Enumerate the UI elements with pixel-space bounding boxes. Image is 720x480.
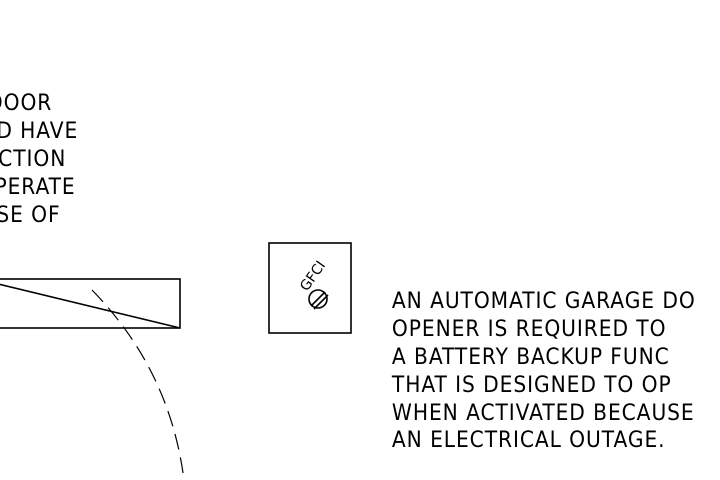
right-note-line: WHEN ACTIVATED BECAUSE <box>392 399 695 425</box>
left-note-line: CTION <box>0 145 66 171</box>
door-rectangle <box>0 278 181 329</box>
door-diagonal-line <box>0 283 181 329</box>
right-note-line: OPENER IS REQUIRED TO <box>392 315 667 341</box>
left-note-line: PERATE <box>0 173 76 199</box>
garage-door-symbol <box>0 278 181 329</box>
right-note-line: THAT IS DESIGNED TO OP <box>391 371 672 397</box>
right-note-line: A BATTERY BACKUP FUNC <box>392 343 670 369</box>
right-note-line: AN AUTOMATIC GARAGE DO <box>392 287 696 313</box>
left-note-line: DOOR <box>0 89 52 115</box>
gfci-label: GFCI <box>297 258 329 294</box>
outlet-symbol-slash <box>310 291 326 307</box>
outlet-symbol-slash <box>313 294 329 310</box>
gfci-outlet: GFCI <box>268 242 352 334</box>
left-note: DOOR D HAVE CTION PERATE SE OF <box>0 89 78 227</box>
left-note-line: SE OF <box>0 201 61 227</box>
door-swing-arc <box>91 289 185 480</box>
left-note-line: D HAVE <box>0 117 78 143</box>
right-note-line: AN ELECTRICAL OUTAGE. <box>392 426 666 452</box>
right-note: AN AUTOMATIC GARAGE DO OPENER IS REQUIRE… <box>391 287 696 452</box>
outlet-box <box>268 242 352 334</box>
outlet-symbol-circle <box>308 289 328 309</box>
